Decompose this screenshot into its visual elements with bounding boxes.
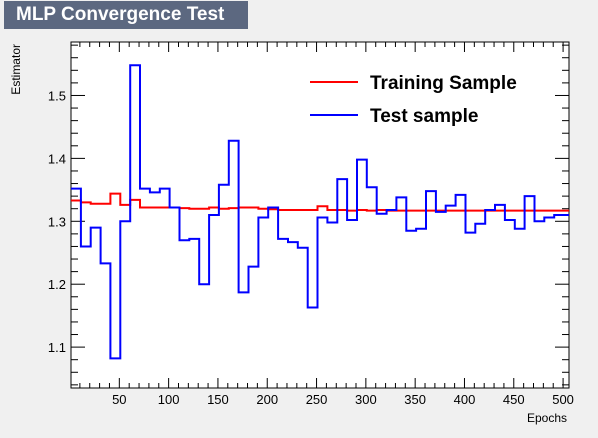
y-tick-label: 1.4 [48, 151, 66, 166]
legend-label-test: Test sample [370, 106, 478, 127]
x-tick-label: 450 [503, 392, 525, 407]
x-tick-label: 350 [404, 392, 426, 407]
x-tick-label: 50 [112, 392, 126, 407]
y-tick-label: 1.3 [48, 214, 66, 229]
x-tick-label: 100 [158, 392, 180, 407]
y-axis-title: Estimator [9, 44, 23, 95]
x-tick-label: 500 [552, 392, 574, 407]
y-tick-label: 1.2 [48, 277, 66, 292]
x-axis-title: Epochs [527, 411, 567, 425]
y-tick-labels: 1.1 1.2 1.3 1.4 1.5 [48, 88, 66, 355]
x-tick-label: 400 [454, 392, 476, 407]
x-tick-label: 250 [306, 392, 328, 407]
x-tick-label: 300 [355, 392, 377, 407]
legend-label-training: Training Sample [370, 73, 517, 94]
x-tick-labels: 50 100 150 200 250 300 350 400 450 500 [112, 392, 574, 407]
y-tick-label: 1.1 [48, 340, 66, 355]
x-tick-label: 150 [207, 392, 229, 407]
x-tick-label: 200 [256, 392, 278, 407]
y-tick-label: 1.5 [48, 88, 66, 103]
